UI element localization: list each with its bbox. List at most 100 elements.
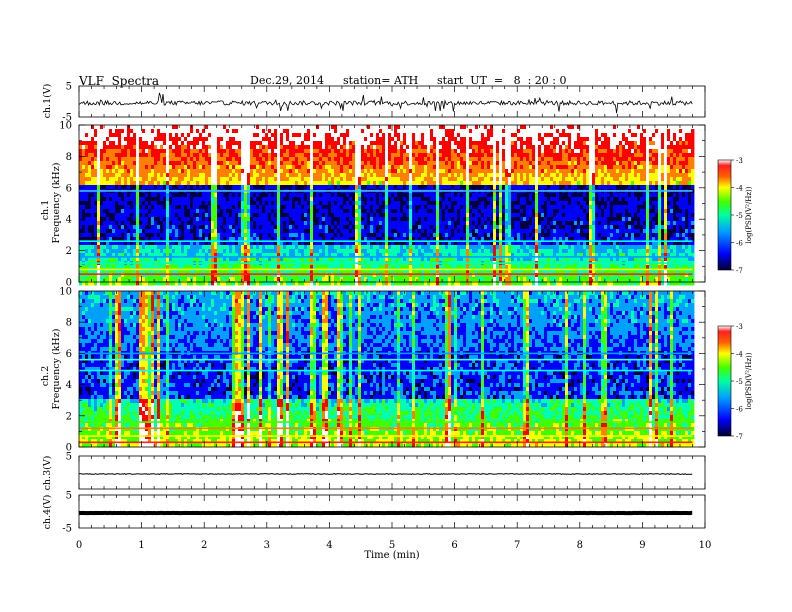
- spec-cell: [688, 193, 692, 198]
- spec-cell: [658, 157, 662, 162]
- spec-cell: [169, 177, 173, 182]
- spec-cell: [220, 201, 224, 206]
- spec-cell: [361, 161, 365, 166]
- spec-cell: [661, 129, 665, 134]
- spec-cell: [325, 213, 329, 218]
- spec-cell: [679, 217, 683, 222]
- spec-cell: [277, 145, 281, 150]
- spec-cell: [238, 173, 242, 178]
- spec-cell: [94, 185, 98, 190]
- spec-cell: [244, 125, 248, 130]
- spec-cell: [469, 161, 473, 166]
- spec-cell: [430, 153, 434, 158]
- spec-cell: [190, 145, 194, 150]
- spec-cell: [286, 209, 290, 214]
- spec-cell: [466, 205, 470, 210]
- spec-cell: [301, 209, 305, 214]
- spec-cell: [268, 141, 272, 146]
- spec-cell: [172, 201, 176, 206]
- spec-cell: [481, 145, 485, 150]
- spec-cell: [244, 185, 248, 190]
- spec-cell: [676, 141, 680, 146]
- spec-cell: [496, 177, 500, 182]
- spec-cell: [319, 169, 323, 174]
- spec-cell: [187, 221, 191, 226]
- spec-cell: [238, 157, 242, 162]
- spec-cell: [223, 217, 227, 222]
- spec-cell: [202, 153, 206, 158]
- spec-cell: [274, 133, 278, 138]
- spec-cell: [472, 133, 476, 138]
- spec-cell: [316, 133, 320, 138]
- spec-cell: [121, 177, 125, 182]
- spec-cell: [310, 157, 314, 162]
- spec-cell: [640, 213, 644, 218]
- spec-cell: [613, 201, 617, 206]
- spec-cell: [538, 209, 542, 214]
- spec-cell: [580, 197, 584, 202]
- spec-cell: [670, 217, 674, 222]
- spec-cell: [475, 217, 479, 222]
- spec-cell: [223, 185, 227, 190]
- spec-cell: [208, 173, 212, 178]
- spec-cell: [121, 185, 125, 190]
- spec-cell: [115, 181, 119, 186]
- spec-cell: [112, 221, 116, 226]
- spec-cell: [583, 161, 587, 166]
- spec-cell: [613, 133, 617, 138]
- spec-cell: [439, 177, 443, 182]
- spec-cell: [682, 141, 686, 146]
- spec-cell: [334, 153, 338, 158]
- spec-cell: [115, 173, 119, 178]
- spec-cell: [643, 185, 647, 190]
- spec-cell: [544, 157, 548, 162]
- spec-cell: [454, 141, 458, 146]
- spec-cell: [685, 157, 689, 162]
- spec-cell: [319, 197, 323, 202]
- spec-cell: [619, 173, 623, 178]
- spec-cell: [277, 173, 281, 178]
- spec-cell: [259, 129, 263, 134]
- spec-cell: [259, 173, 263, 178]
- spec-cell: [199, 141, 203, 146]
- spec-cell: [202, 197, 206, 202]
- spec-cell: [496, 153, 500, 158]
- spec-cell: [610, 169, 614, 174]
- spec-cell: [271, 193, 275, 198]
- spec-cell: [367, 125, 371, 130]
- spec-cell: [673, 197, 677, 202]
- spec-cell: [430, 125, 434, 130]
- spec-cell: [493, 129, 497, 134]
- spec-cell: [586, 161, 590, 166]
- spec-cell: [544, 209, 548, 214]
- spec-cell: [226, 141, 230, 146]
- spec-cell: [343, 217, 347, 222]
- spec-cell: [301, 173, 305, 178]
- spec-cell: [223, 181, 227, 186]
- spec-cell: [268, 165, 272, 170]
- spec-cell: [649, 133, 653, 138]
- spec-cell: [559, 217, 563, 222]
- spec-cell: [157, 129, 161, 134]
- spec-cell: [532, 197, 536, 202]
- spec-cell: [154, 161, 158, 166]
- spec-cell: [373, 185, 377, 190]
- spec-cell: [667, 173, 671, 178]
- spec-cell: [154, 165, 158, 170]
- spec-cell: [676, 169, 680, 174]
- spec-cell: [88, 193, 92, 198]
- spec-cell: [319, 177, 323, 182]
- spec-cell: [109, 213, 113, 218]
- spec-cell: [205, 129, 209, 134]
- spec-cell: [541, 129, 545, 134]
- spec-cell: [175, 165, 179, 170]
- spec-cell: [127, 177, 131, 182]
- spec-cell: [343, 201, 347, 206]
- spec-cell: [565, 141, 569, 146]
- spec-cell: [316, 157, 320, 162]
- spec-cell: [424, 205, 428, 210]
- spec-cell: [232, 217, 236, 222]
- spec-cell: [505, 149, 509, 154]
- spec-cell: [247, 181, 251, 186]
- spec-cell: [181, 165, 185, 170]
